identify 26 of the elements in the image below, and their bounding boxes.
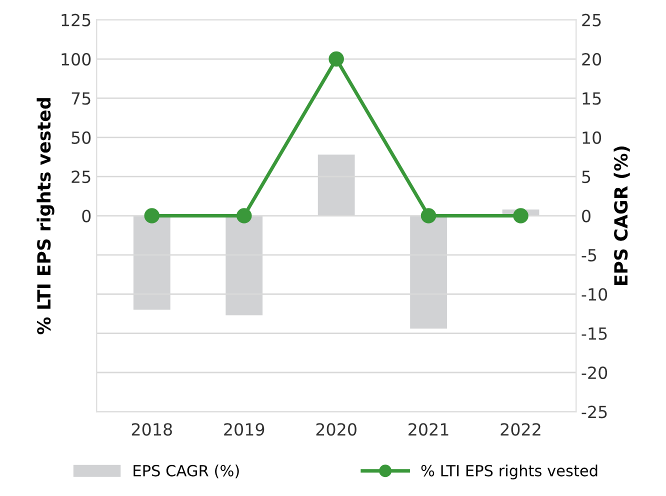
- y-axis-title: % LTI EPS rights vested: [36, 98, 54, 334]
- y-tick-label: 50: [72, 131, 91, 144]
- y2-tick-label: 5: [582, 170, 590, 184]
- y-tick-label: 25: [72, 170, 90, 184]
- y2-tick-label: 25: [582, 14, 601, 26]
- y2-tick-label: 0: [582, 210, 590, 222]
- y2-tick-label: -15: [582, 327, 607, 340]
- x-tick-label: 2021: [408, 423, 448, 436]
- y-tick-label: 75: [72, 92, 90, 105]
- y2-tick-label: -20: [582, 366, 608, 380]
- x-tick-label: 2020: [316, 423, 356, 436]
- y2-tick-label: 10: [582, 131, 602, 144]
- legend-label: % LTI EPS rights vested: [421, 464, 598, 480]
- legend-label: EPS CAGR (%): [134, 464, 239, 478]
- x-tick-label: 2019: [224, 423, 264, 436]
- y-tick-label: 125: [62, 14, 90, 26]
- y2-tick-label: -25: [582, 406, 607, 418]
- y2-axis-title: EPS CAGR (%): [614, 146, 630, 285]
- y2-tick-label: -10: [582, 288, 608, 301]
- y-tick-label: 100: [62, 52, 91, 66]
- y2-tick-label: 20: [582, 52, 602, 66]
- y-tick-label: 0: [82, 210, 91, 222]
- y2-tick-label: 15: [582, 92, 601, 105]
- y2-tick-label: -5: [582, 249, 596, 262]
- x-tick-label: 2022: [500, 423, 540, 436]
- x-tick-label: 2018: [132, 423, 172, 436]
